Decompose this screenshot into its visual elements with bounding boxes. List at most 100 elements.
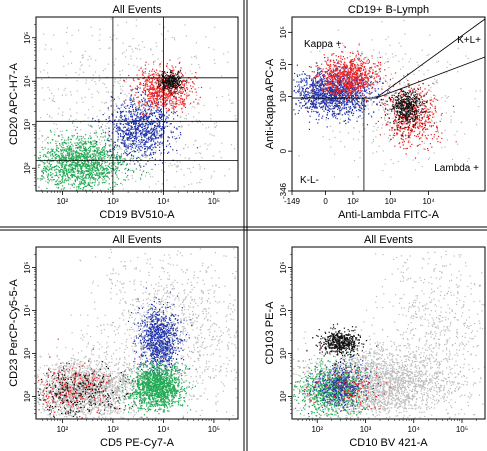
event-dot — [59, 151, 61, 153]
event-dot — [309, 85, 311, 87]
event-dot — [151, 131, 153, 133]
event-dot — [67, 154, 69, 156]
event-dot — [39, 130, 41, 132]
event-dot — [147, 93, 149, 96]
event-dot — [191, 81, 194, 83]
event-dot — [108, 130, 110, 132]
event-dot — [160, 135, 162, 137]
event-dot — [122, 188, 124, 190]
event-dot — [415, 119, 417, 121]
event-dot — [351, 92, 353, 94]
event-dot — [71, 155, 74, 157]
event-dot — [141, 118, 143, 120]
event-dot — [159, 95, 161, 97]
event-dot — [96, 141, 98, 143]
y-axis-label: CD20 APC-H7-A — [8, 62, 20, 145]
event-dot — [111, 148, 113, 150]
event-dot — [131, 105, 134, 107]
event-dot — [135, 110, 137, 112]
event-dot — [159, 134, 161, 136]
event-dot — [128, 169, 130, 171]
event-dot — [167, 80, 169, 83]
event-dot — [175, 101, 177, 103]
event-dot — [149, 113, 151, 115]
event-dot — [104, 146, 106, 148]
event-dot — [150, 110, 152, 112]
event-dot — [107, 107, 109, 109]
event-dot — [184, 90, 187, 92]
event-dot — [391, 53, 393, 55]
event-dot — [153, 96, 155, 98]
event-dot — [79, 135, 81, 137]
event-dot — [230, 102, 233, 104]
event-dot — [130, 143, 133, 145]
event-dot — [120, 112, 122, 114]
x-tick-label: 10³ — [107, 197, 119, 206]
event-dot — [116, 154, 118, 156]
event-dot — [143, 117, 145, 119]
event-dot — [399, 80, 401, 82]
event-dot — [66, 170, 68, 172]
event-dot — [371, 82, 373, 84]
event-dot — [159, 75, 161, 78]
event-dot — [345, 95, 347, 97]
event-dot — [80, 154, 83, 156]
event-dot — [94, 145, 96, 147]
event-dot — [389, 88, 391, 91]
event-dot — [344, 88, 346, 90]
event-dot — [118, 155, 120, 157]
event-dot — [161, 75, 164, 77]
event-dot — [161, 169, 163, 171]
event-dot — [110, 165, 113, 167]
event-dot — [364, 88, 366, 90]
event-dot — [139, 87, 141, 89]
event-dot — [56, 149, 58, 152]
event-dot — [57, 183, 59, 185]
event-dot — [369, 95, 371, 97]
event-dot — [147, 88, 150, 90]
event-dot — [117, 133, 119, 135]
event-dot — [125, 49, 127, 51]
event-dot — [133, 136, 135, 138]
event-dot — [223, 53, 225, 55]
event-dot — [68, 136, 70, 138]
event-dot — [106, 169, 108, 171]
event-dot — [107, 188, 109, 190]
event-dot — [124, 172, 127, 174]
event-dot — [60, 149, 62, 151]
event-dot — [330, 46, 332, 48]
event-dot — [66, 173, 68, 175]
event-dot — [125, 78, 127, 80]
event-dot — [161, 79, 163, 81]
event-dot — [94, 163, 96, 166]
event-dot — [127, 111, 129, 113]
event-dot — [154, 138, 156, 140]
event-dot — [46, 165, 48, 167]
event-dot — [63, 168, 65, 170]
event-dot — [71, 169, 73, 171]
event-dot — [108, 47, 110, 49]
event-dot — [84, 153, 86, 155]
event-dot — [156, 110, 159, 112]
event-dot — [181, 126, 183, 128]
event-dot — [163, 85, 165, 87]
event-dot — [379, 78, 381, 80]
event-dot — [302, 105, 304, 107]
event-dot — [318, 87, 320, 89]
event-dot — [111, 154, 113, 156]
event-dot — [60, 146, 62, 148]
event-dot — [153, 95, 155, 97]
event-dot — [139, 130, 142, 132]
event-dot — [136, 120, 138, 122]
event-dot — [96, 173, 98, 175]
event-dot — [164, 26, 166, 28]
event-dot — [123, 161, 125, 163]
event-dot — [129, 129, 131, 131]
event-dot — [65, 94, 67, 96]
event-dot — [136, 137, 138, 139]
event-dot — [88, 170, 90, 172]
event-dot — [160, 152, 162, 154]
event-dot — [167, 144, 169, 146]
event-dot — [149, 123, 151, 125]
event-dot — [105, 125, 107, 127]
